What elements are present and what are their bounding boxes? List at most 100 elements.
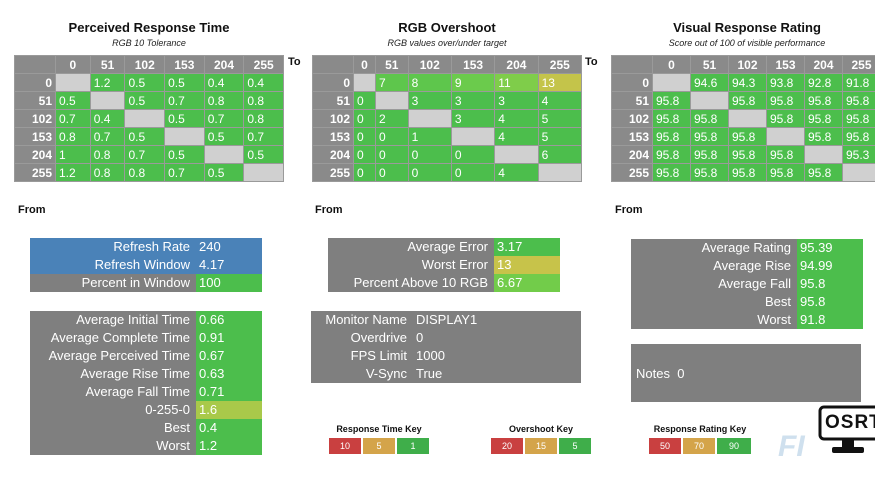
grid-cell — [766, 127, 805, 146]
grid-cell: 0.8 — [203, 91, 245, 110]
grid-cell: 0.8 — [243, 109, 284, 128]
grid-cell: 0.8 — [243, 91, 284, 110]
grid-cell: 0 — [407, 145, 452, 164]
column-header: 204 — [203, 55, 245, 74]
grid-row: 51 0.5 0.5 0.7 0.8 0.8 — [14, 91, 284, 110]
row-header: 255 — [312, 163, 354, 182]
grid-cell: 95.8 — [766, 91, 805, 110]
grid-cell: 8 — [407, 73, 452, 92]
grid-cell: 0 — [450, 163, 496, 182]
grid-cell: 95.8 — [804, 91, 843, 110]
grid-cell: 6 — [537, 145, 583, 164]
grid-cell — [804, 145, 843, 164]
column-header: 255 — [537, 55, 583, 74]
rating-key-bar: 50 70 90 — [648, 437, 752, 455]
row-header: 51 — [611, 91, 653, 110]
stat-row: Average Fall 95.8 — [631, 275, 863, 293]
grid-cell: 13 — [537, 73, 583, 92]
grid-cell — [374, 91, 409, 110]
grid-cell — [164, 127, 205, 146]
column-header: 255 — [842, 55, 875, 74]
response-time-grid: 0 51 102 153 204 255 0 1.2 0.5 0.5 0.4 0.4 51 0.5 0.5 0… — [14, 55, 284, 182]
grid-cell — [728, 109, 767, 128]
grid-cell: 4 — [494, 109, 539, 128]
grid-cell: 0.5 — [124, 73, 166, 92]
stat-label: Refresh Rate — [30, 238, 196, 256]
stat-label: Average Initial Time — [76, 312, 190, 327]
stat-row: FPS Limit 1000 — [311, 347, 581, 365]
stat-value: 3.17 — [494, 238, 560, 256]
osrt-logo: OSRT — [818, 405, 875, 457]
row-header: 204 — [312, 145, 354, 164]
stat-row: Best 0.4 — [30, 419, 262, 437]
stat-value: 0.71 — [196, 383, 262, 401]
rating-key-orange: 70 — [682, 437, 716, 455]
stat-label: Average Complete Time — [50, 330, 190, 345]
grid-cell: 95.8 — [690, 145, 729, 164]
stat-value: True — [416, 366, 443, 381]
grid-row: 51 95.8 95.8 95.8 95.8 95.8 — [611, 91, 875, 110]
grid-cell: 1.2 — [55, 163, 91, 182]
grid-cell: 0.4 — [89, 109, 126, 128]
column-header: 102 — [407, 55, 452, 74]
grid-cell: 91.8 — [842, 73, 875, 92]
column-header: 204 — [494, 55, 539, 74]
stat-row: Refresh Rate 240 — [30, 238, 262, 256]
from-label-rating: From — [615, 204, 643, 216]
grid-cell: 94.6 — [690, 73, 729, 92]
grid-cell: 95.8 — [652, 127, 691, 146]
stat-row: Average Rise 94.99 — [631, 257, 863, 275]
stat-label: Percent in Window — [30, 274, 196, 292]
row-header: 153 — [14, 127, 56, 146]
stat-row: Average Perceived Time 0.67 — [30, 347, 262, 365]
column-header: 153 — [450, 55, 496, 74]
grid-cell: 0.5 — [243, 145, 284, 164]
grid-cell: 3 — [407, 91, 452, 110]
row-header: 255 — [611, 163, 653, 182]
grid-header-row: 0 51 102 153 204 255 — [312, 55, 583, 74]
grid-header-row: 0 51 102 153 204 255 — [611, 55, 875, 74]
grid-cell: 0.4 — [203, 73, 245, 92]
grid-cell — [203, 145, 245, 164]
stat-value: 240 — [196, 238, 262, 256]
grid-cell: 95.8 — [728, 163, 767, 182]
grid-cell: 7 — [374, 73, 409, 92]
stat-label: Average Rating — [701, 240, 791, 255]
grid-cell: 95.8 — [766, 109, 805, 128]
grid-cell: 95.3 — [842, 145, 875, 164]
stat-row: Worst 91.8 — [631, 311, 863, 329]
grid-cell: 1 — [407, 127, 452, 146]
row-header: 204 — [611, 145, 653, 164]
grid-row: 51 0 3 3 3 4 — [312, 91, 583, 110]
column-header: 102 — [124, 55, 166, 74]
response-key-red: 10 — [328, 437, 362, 455]
stat-label: Average Fall — [718, 276, 791, 291]
response-time-title: Perceived Response Time — [68, 20, 230, 35]
grid-cell: 95.8 — [842, 127, 875, 146]
grid-corner — [14, 55, 56, 74]
grid-row: 204 0 0 0 0 6 — [312, 145, 583, 164]
grid-row: 153 0 0 1 4 5 — [312, 127, 583, 146]
grid-cell: 95.8 — [690, 109, 729, 128]
grid-cell: 95.8 — [804, 163, 843, 182]
row-header: 51 — [312, 91, 354, 110]
grid-row: 255 1.2 0.8 0.8 0.7 0.5 — [14, 163, 284, 182]
stat-label: Best — [163, 420, 190, 435]
grid-cell: 95.8 — [690, 127, 729, 146]
stat-value: 95.8 — [797, 293, 863, 311]
stat-label: Monitor Name — [325, 312, 407, 327]
row-header: 153 — [312, 127, 354, 146]
grid-cell: 0.7 — [124, 145, 166, 164]
rating-title: Visual Response Rating — [673, 20, 821, 35]
stat-row: Average Rise Time 0.63 — [30, 365, 262, 383]
stat-row: Average Fall Time 0.71 — [30, 383, 262, 401]
column-header: 51 — [89, 55, 126, 74]
grid-cell: 9 — [450, 73, 496, 92]
grid-cell: 3 — [450, 91, 496, 110]
rating-key-title: Response Rating Key — [653, 424, 747, 434]
grid-cell: 4 — [494, 163, 539, 182]
grid-cell: 93.8 — [766, 73, 805, 92]
row-header: 255 — [14, 163, 56, 182]
stat-value: 0.91 — [196, 329, 262, 347]
stat-label: Percent Above 10 RGB — [353, 275, 488, 290]
